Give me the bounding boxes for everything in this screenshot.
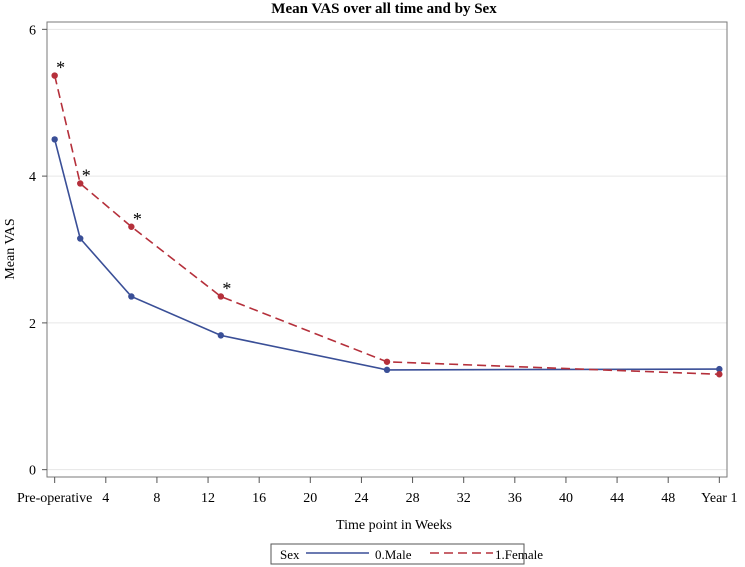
- x-tick-label: 24: [354, 491, 368, 506]
- significance-star: *: [56, 58, 65, 78]
- chart-title: Mean VAS over all time and by Sex: [271, 1, 497, 17]
- significance-star: *: [133, 209, 142, 229]
- legend: Sex 0.Male 1.Female: [270, 543, 543, 565]
- data-point: [716, 365, 723, 373]
- y-tick-label: 2: [29, 317, 36, 332]
- data-point: [77, 235, 84, 242]
- series-line: [53, 75, 720, 376]
- data-point: [217, 332, 225, 339]
- data-point: [716, 371, 723, 378]
- x-axis: Pre-operative 4 8 12 16 20 24 28 32 36 40 44 48 Year …: [17, 477, 737, 506]
- x-tick-label: 12: [201, 491, 215, 506]
- data-point: [217, 293, 225, 300]
- gridlines: [47, 28, 727, 471]
- x-tick-label: 20: [303, 491, 317, 506]
- data-point: [383, 366, 391, 374]
- x-tick-label: 4: [102, 491, 109, 506]
- x-tick-label: 40: [559, 491, 573, 506]
- x-tick-label: 16: [252, 491, 266, 506]
- x-axis-label: Time point in Weeks: [336, 518, 452, 533]
- series-1-female: [51, 72, 723, 378]
- data-point: [128, 293, 135, 300]
- x-tick-label: 8: [153, 491, 160, 506]
- x-tick-label: 48: [661, 491, 675, 506]
- data-point: [383, 358, 391, 365]
- legend-label: 1.Female: [495, 547, 543, 562]
- legend-label: 0.Male: [375, 547, 412, 562]
- data-point: [77, 180, 84, 187]
- data-point: [51, 72, 58, 79]
- y-axis-label: Mean VAS: [3, 218, 18, 279]
- y-axis: 0 2 4 6: [29, 23, 47, 479]
- significance-markers: * * * *: [56, 58, 231, 299]
- significance-star: *: [222, 278, 231, 298]
- x-tick-label: 36: [508, 491, 522, 506]
- x-tick-label: 44: [610, 491, 624, 506]
- series-0-male: [51, 136, 723, 374]
- legend-title: Sex: [280, 547, 300, 562]
- y-tick-label: 4: [29, 170, 36, 185]
- x-tick-label: Pre-operative: [17, 491, 92, 506]
- series-line: [53, 139, 720, 371]
- data-point: [128, 223, 135, 230]
- x-tick-label: 32: [457, 491, 471, 506]
- series-layer: [51, 72, 723, 378]
- data-point: [51, 136, 58, 143]
- plot-frame: [46, 21, 728, 478]
- legend-box: [270, 543, 525, 565]
- y-tick-label: 0: [29, 464, 36, 479]
- y-tick-label: 6: [29, 23, 36, 38]
- x-tick-label: Year 1: [701, 491, 737, 506]
- significance-star: *: [82, 165, 91, 185]
- x-tick-label: 28: [406, 491, 420, 506]
